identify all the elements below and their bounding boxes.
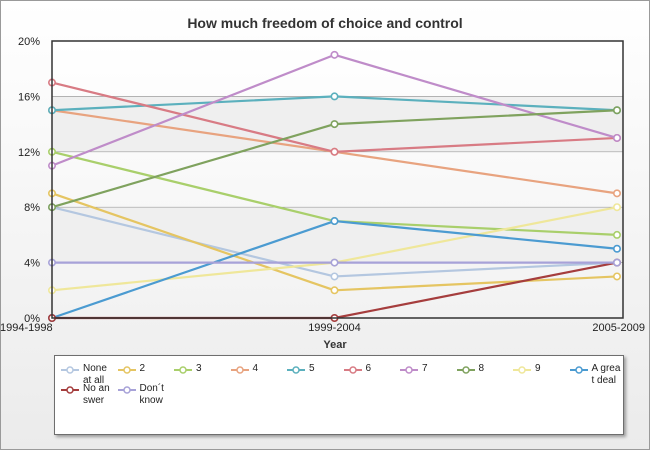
grid-band xyxy=(52,207,623,263)
y-tick-label: 20% xyxy=(18,36,40,48)
legend-label: 7 xyxy=(422,363,428,374)
legend-marker-icon xyxy=(61,386,79,394)
legend-marker-icon xyxy=(513,366,531,374)
legend-item[interactable]: 4 xyxy=(230,363,283,375)
legend-marker-icon xyxy=(569,366,588,374)
legend-label: 4 xyxy=(252,363,259,374)
legend-item[interactable]: No answer xyxy=(61,383,113,407)
legend-marker-icon xyxy=(174,366,192,374)
y-tick-label: 8% xyxy=(24,202,40,214)
data-point[interactable] xyxy=(330,217,339,226)
legend-label: None at all xyxy=(83,363,107,386)
legend-label: 3 xyxy=(196,363,202,374)
legend-label: Don´t know xyxy=(139,383,164,406)
legend-item[interactable]: 8 xyxy=(456,363,509,375)
data-point[interactable] xyxy=(330,92,339,101)
data-point[interactable] xyxy=(330,258,339,267)
legend-label: A great deal xyxy=(591,363,621,386)
legend-marker-icon xyxy=(343,366,362,374)
legend-marker-icon xyxy=(456,366,475,374)
data-point[interactable] xyxy=(330,286,339,295)
legend-marker-icon xyxy=(117,366,136,374)
legend-label: No answer xyxy=(83,383,110,406)
series-7 xyxy=(47,50,621,170)
legend-item[interactable]: Don´t know xyxy=(117,383,170,407)
legend-label: 2 xyxy=(139,363,146,374)
legend-label: 8 xyxy=(478,363,485,374)
data-point[interactable] xyxy=(612,230,621,239)
data-point[interactable] xyxy=(330,120,339,129)
legend-item[interactable]: 5 xyxy=(287,363,339,375)
plot-border xyxy=(51,40,624,319)
legend-marker-icon xyxy=(230,366,249,374)
x-axis-label: Year xyxy=(323,339,347,351)
legend-item[interactable]: 3 xyxy=(174,363,226,375)
legend-item[interactable]: 9 xyxy=(513,363,565,375)
x-tick-label: 1994-1998 xyxy=(0,322,53,334)
x-tick-label: 2005-2009 xyxy=(592,322,645,334)
chart-title: How much freedom of choice and control xyxy=(187,15,462,31)
legend-item[interactable]: None at all xyxy=(61,363,113,387)
y-tick-label: 16% xyxy=(18,91,40,103)
legend-marker-icon xyxy=(287,366,305,374)
legend-marker-icon xyxy=(400,366,418,374)
legend-item[interactable]: 2 xyxy=(117,363,170,375)
data-point[interactable] xyxy=(330,272,339,281)
data-point[interactable] xyxy=(612,203,621,212)
data-point[interactable] xyxy=(612,106,621,115)
x-tick-label: 1999-2004 xyxy=(308,322,361,334)
legend-item[interactable]: A great deal xyxy=(569,363,622,387)
legend-label: 5 xyxy=(309,363,315,374)
y-tick-label: 12% xyxy=(18,147,40,159)
data-point[interactable] xyxy=(612,133,621,142)
data-point[interactable] xyxy=(612,244,621,253)
legend-marker-icon xyxy=(61,366,79,374)
y-tick-label: 4% xyxy=(24,258,40,270)
legend-label: 9 xyxy=(535,363,541,374)
legend-item[interactable]: 7 xyxy=(400,363,452,375)
data-point[interactable] xyxy=(330,147,339,156)
legend-label: 6 xyxy=(365,363,372,374)
data-point[interactable] xyxy=(612,258,621,267)
data-point[interactable] xyxy=(612,189,621,198)
legend-marker-icon xyxy=(117,386,136,394)
data-point[interactable] xyxy=(330,50,339,59)
legend-item[interactable]: 6 xyxy=(343,363,396,375)
legend: None at all 2 3 4 5 6 7 8 9 A great deal No answer… xyxy=(54,355,624,435)
y-tick-label: 0% xyxy=(24,313,40,325)
data-point[interactable] xyxy=(612,272,621,281)
